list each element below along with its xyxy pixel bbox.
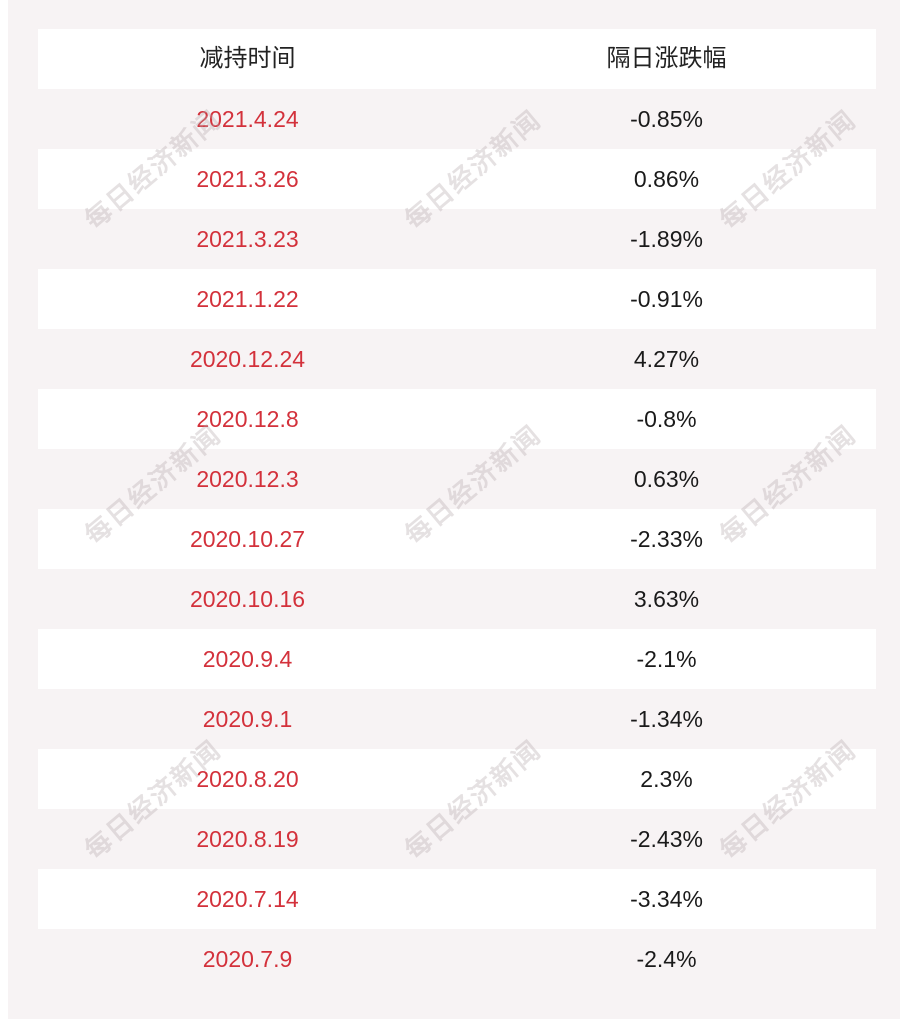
change-cell: -0.85% — [630, 106, 703, 132]
date-cell: 2020.9.4 — [202, 646, 293, 672]
table-row: 2021.1.22 -0.91% — [38, 269, 876, 329]
table-row: 2020.12.3 0.63% — [38, 449, 876, 509]
table-row: 2020.8.20 2.3% — [38, 749, 876, 809]
change-cell: -1.89% — [630, 226, 703, 252]
change-cell: -1.34% — [630, 706, 703, 732]
table-row: 2021.3.26 0.86% — [38, 149, 876, 209]
table-row: 2020.9.1 -1.34% — [38, 689, 876, 749]
date-cell: 2020.7.9 — [202, 946, 293, 972]
date-cell: 2020.12.24 — [189, 346, 306, 372]
change-cell: -0.91% — [630, 286, 703, 312]
change-cell: 2.3% — [640, 766, 693, 792]
date-cell: 2021.3.26 — [196, 166, 299, 192]
date-cell: 2020.7.14 — [196, 886, 299, 912]
change-cell: -2.43% — [630, 826, 703, 852]
change-cell: 3.63% — [633, 586, 700, 612]
change-cell: 0.86% — [633, 166, 700, 192]
change-cell: -2.4% — [636, 946, 697, 972]
date-cell: 2020.10.27 — [189, 526, 306, 552]
change-cell: -2.1% — [636, 646, 697, 672]
table-row: 2020.10.27 -2.33% — [38, 509, 876, 569]
table-row: 2020.12.8 -0.8% — [38, 389, 876, 449]
date-cell: 2021.3.23 — [196, 226, 299, 252]
change-cell: -3.34% — [630, 886, 703, 912]
date-cell: 2020.8.19 — [196, 826, 299, 852]
table-row: 2020.7.9 -2.4% — [38, 929, 876, 989]
table-header-row: 减持时间 隔日涨跌幅 — [38, 29, 876, 89]
table-row: 2021.3.23 -1.89% — [38, 209, 876, 269]
table-row: 2020.8.19 -2.43% — [38, 809, 876, 869]
date-cell: 2020.12.8 — [196, 406, 299, 432]
date-cell: 2020.9.1 — [202, 706, 293, 732]
change-cell: 4.27% — [633, 346, 700, 372]
date-cell: 2020.10.16 — [189, 586, 306, 612]
table-container: 减持时间 隔日涨跌幅 2021.4.24 -0.85% 2021.3.26 0.… — [8, 0, 900, 1019]
header-change: 隔日涨跌幅 — [606, 45, 727, 72]
header-date: 减持时间 — [199, 45, 296, 72]
table-row: 2021.4.24 -0.85% — [38, 89, 876, 149]
date-cell: 2021.4.24 — [196, 106, 299, 132]
data-table: 减持时间 隔日涨跌幅 2021.4.24 -0.85% 2021.3.26 0.… — [38, 29, 876, 989]
change-cell: -2.33% — [630, 526, 703, 552]
date-cell: 2020.12.3 — [196, 466, 299, 492]
change-cell: -0.8% — [636, 406, 697, 432]
date-cell: 2021.1.22 — [196, 286, 299, 312]
change-cell: 0.63% — [633, 466, 700, 492]
table-row: 2020.7.14 -3.34% — [38, 869, 876, 929]
table-row: 2020.12.24 4.27% — [38, 329, 876, 389]
table-row: 2020.10.16 3.63% — [38, 569, 876, 629]
table-row: 2020.9.4 -2.1% — [38, 629, 876, 689]
date-cell: 2020.8.20 — [196, 766, 299, 792]
